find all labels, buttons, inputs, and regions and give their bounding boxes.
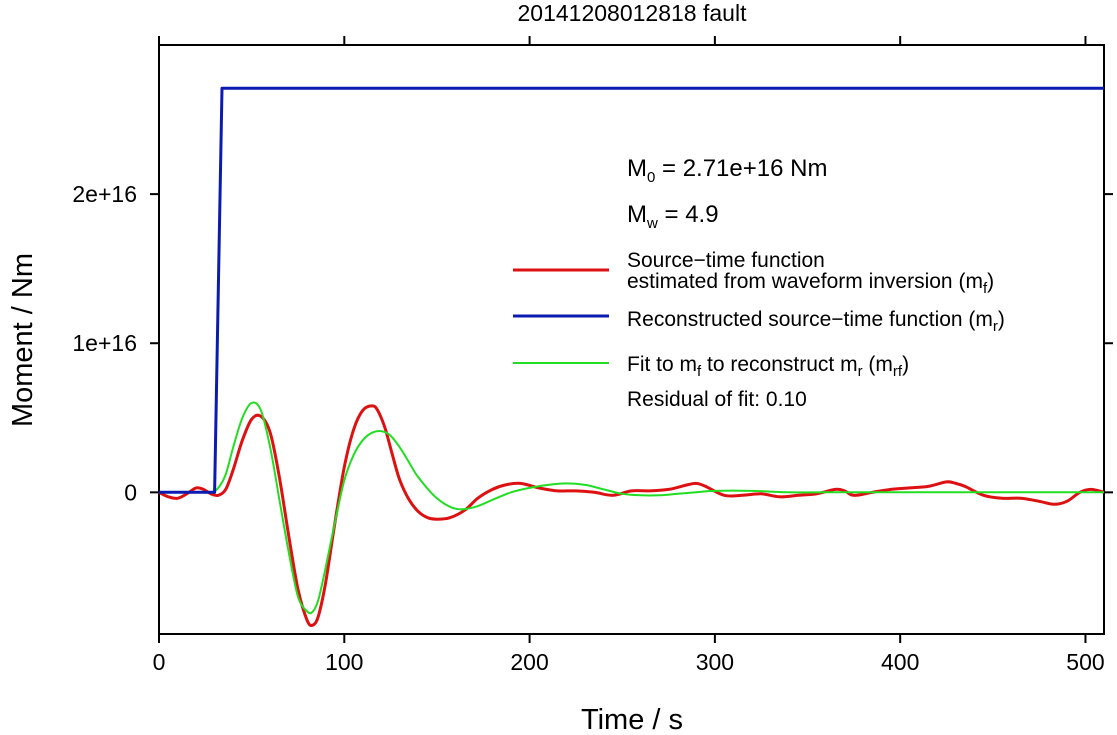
residual-annotation: Residual of fit: 0.10 — [627, 388, 807, 411]
x-axis-label: Time / s — [581, 704, 683, 735]
x-tick-label: 100 — [325, 649, 363, 675]
plot-frame — [158, 44, 1105, 635]
y-axis-label: Moment / Nm — [7, 253, 39, 427]
legend-label-mf: estimated from waveform inversion (mf) — [627, 270, 994, 297]
series-line-mrf — [159, 401, 1104, 615]
legend-label-mf: Source−time function — [627, 249, 825, 272]
annotations: M0 = 2.71e+16 Nm Mw = 4.9 Residual of fit:… — [627, 155, 827, 411]
x-tick-label: 500 — [1066, 649, 1104, 675]
moment-annotation: M0 = 2.71e+16 Nm — [627, 155, 827, 186]
magnitude-annotation: Mw = 4.9 — [627, 201, 719, 232]
legend-label-mr: Reconstructed source−time function (mr) — [627, 308, 1005, 335]
y-tick-label: 1e+16 — [72, 330, 137, 356]
y-tick-label: 0 — [124, 479, 137, 505]
series-lines — [158, 86, 1105, 628]
series-line-mf — [158, 404, 1105, 628]
series-line-mr — [159, 86, 1104, 494]
x-tick-label: 200 — [510, 649, 548, 675]
axis-ticks: 0 100 200 300 400 500 0 1e+16 2e+16 — [72, 36, 1113, 675]
y-tick-label: 2e+16 — [72, 181, 137, 207]
x-tick-label: 400 — [881, 649, 919, 675]
legend-label-mrf: Fit to mf to reconstruct mr (mrf) — [627, 353, 909, 380]
x-tick-label: 300 — [696, 649, 734, 675]
chart-title: 20141208012818 fault — [518, 0, 748, 26]
x-tick-label: 0 — [153, 649, 166, 675]
